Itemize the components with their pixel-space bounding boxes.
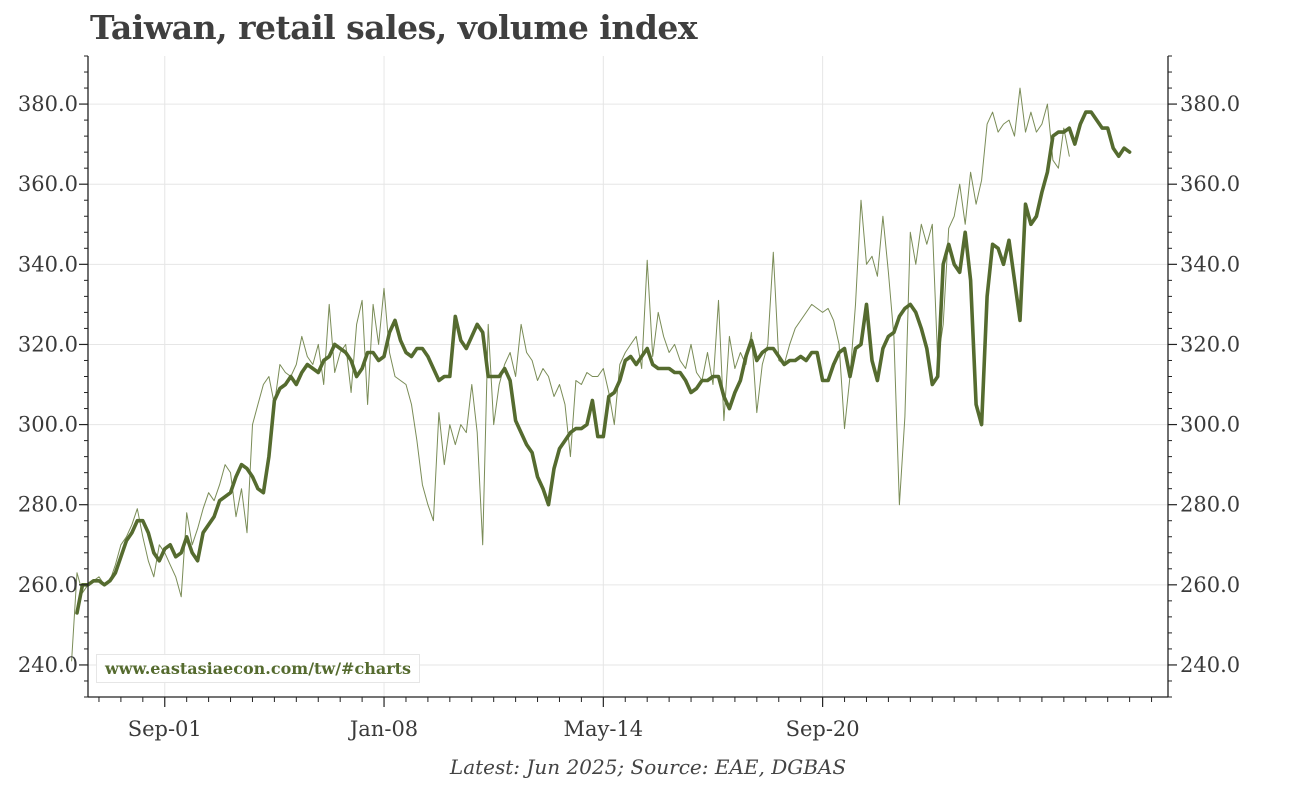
label-layer: 240.0 240.0 260.0 260.0 280.0 280.0 300.0 300.0… [18, 92, 1240, 741]
y-tick-label-right: 360.0 [1180, 172, 1240, 196]
y-tick-label-left: 340.0 [18, 252, 78, 276]
y-tick-label-left: 300.0 [18, 413, 78, 437]
y-tick-label-right: 340.0 [1180, 252, 1240, 276]
watermark: www.eastasiaecon.com/tw/#charts [96, 654, 421, 683]
y-tick-label-left: 280.0 [18, 493, 78, 517]
y-tick-label-left: 320.0 [18, 332, 78, 356]
y-tick-label-left: 260.0 [18, 573, 78, 597]
axis-layer [79, 55, 1177, 707]
x-tick-label: Sep-20 [786, 717, 860, 741]
grid-layer [88, 56, 1168, 697]
y-tick-label-right: 260.0 [1180, 573, 1240, 597]
series-layer [71, 87, 1132, 662]
x-tick-label: Sep-01 [128, 717, 202, 741]
y-tick-label-left: 380.0 [18, 92, 78, 116]
series-line-average [75, 110, 1132, 615]
series-line-monthly [71, 87, 1070, 662]
x-tick-label: Jan-08 [348, 717, 418, 741]
y-tick-label-left: 240.0 [18, 653, 78, 677]
y-tick-label-right: 320.0 [1180, 332, 1240, 356]
chart-caption: Latest: Jun 2025; Source: EAE, DGBAS [449, 755, 847, 779]
x-tick-label: May-14 [563, 717, 643, 741]
chart-title: Taiwan, retail sales, volume index [90, 8, 698, 47]
y-tick-label-right: 240.0 [1180, 653, 1240, 677]
y-tick-label-right: 380.0 [1180, 92, 1240, 116]
y-tick-label-right: 300.0 [1180, 413, 1240, 437]
y-tick-label-right: 280.0 [1180, 493, 1240, 517]
y-tick-label-left: 360.0 [18, 172, 78, 196]
